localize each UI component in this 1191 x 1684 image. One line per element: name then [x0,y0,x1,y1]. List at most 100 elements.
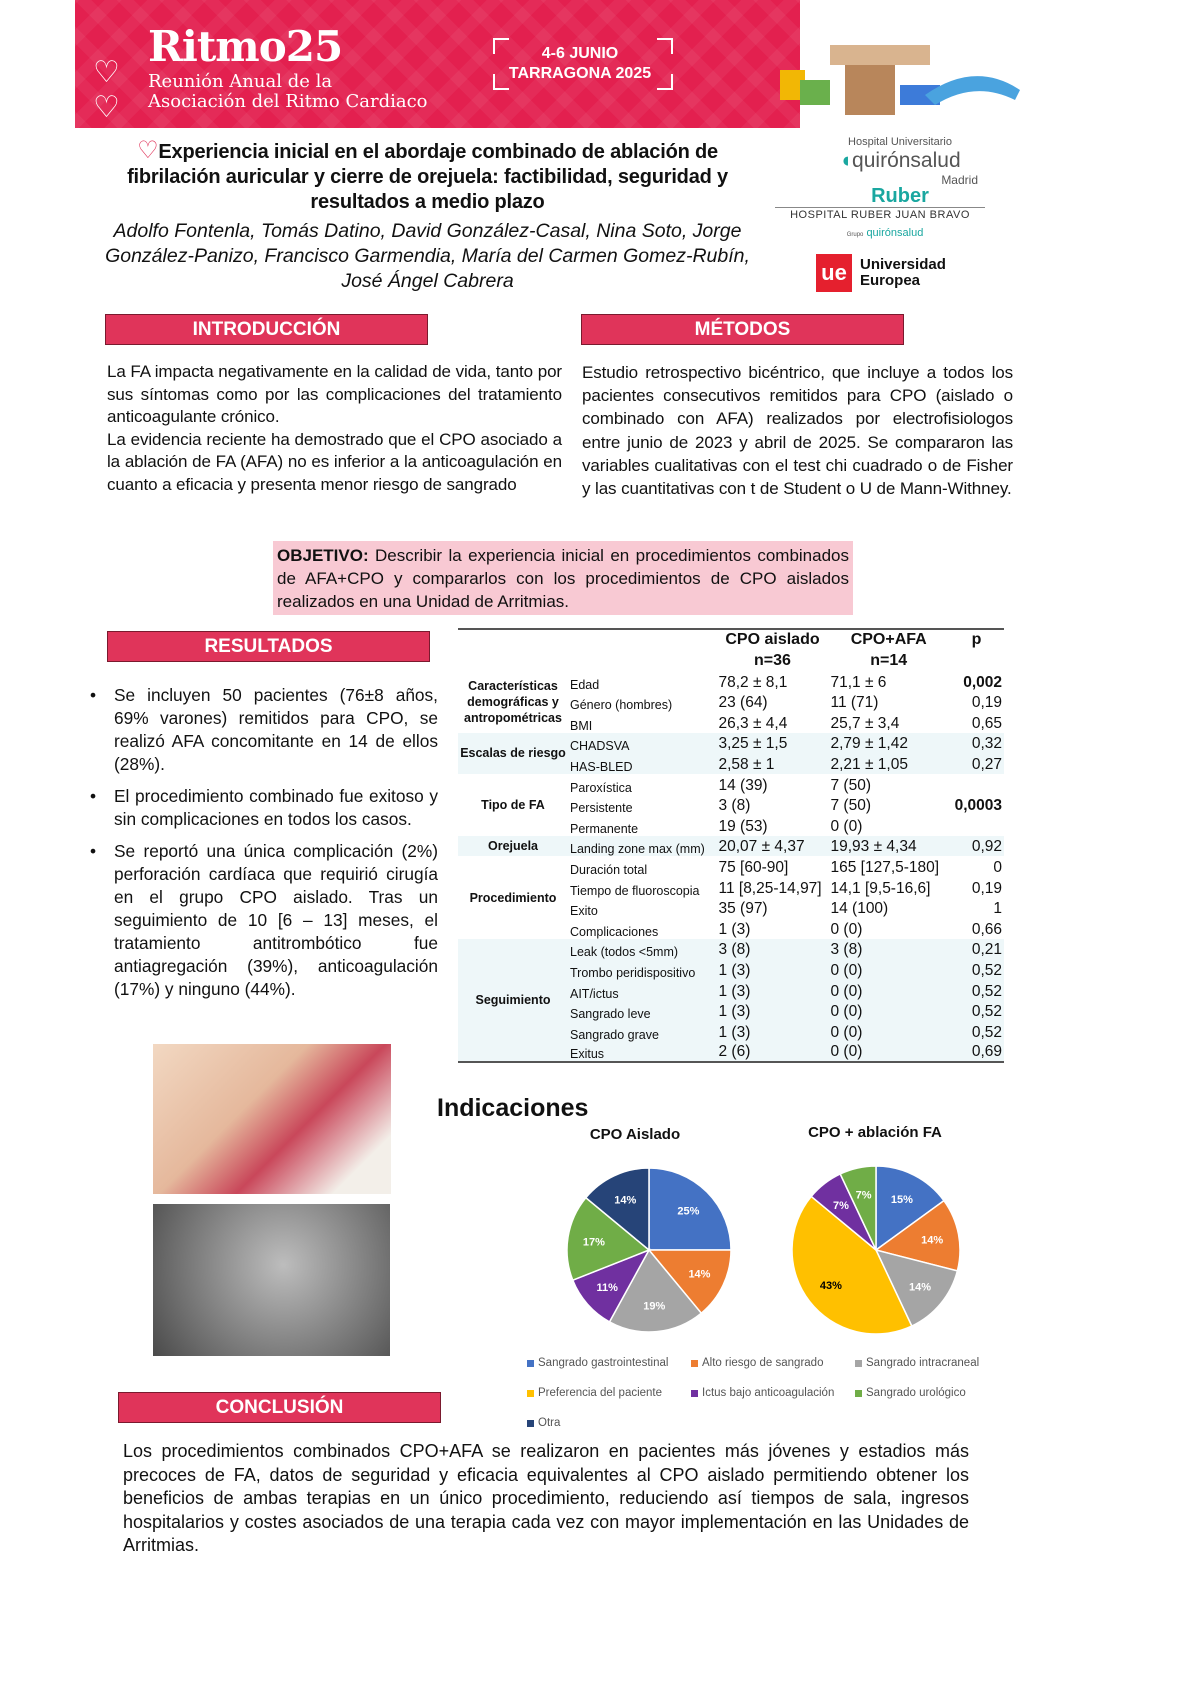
group-label: Tipo de FA [481,797,545,812]
cell-p: 0,002 [963,673,1002,691]
quironsalud-madrid-logo: Hospital Universitario ◖quirónsalud Madr… [839,136,978,207]
row-label: Complicaciones [570,924,659,939]
pie-slice [584,1167,650,1252]
legend-label: Ictus bajo anticoagulación [702,1387,835,1399]
pie-title: CPO Aislado [589,1126,681,1143]
cell-p: 0,65 [971,714,1002,732]
cell-cpo-afa: 0 (0) [828,959,949,980]
tarragona-monuments-logo [780,45,1020,115]
results-table: CPO aislado CPO+AFA p n=36 n=14 Característic… [458,628,1004,1064]
pie-slice [791,1195,913,1335]
row-label: CHADSVA [568,732,717,754]
legend-item: Ictus bajo anticoagulación [691,1386,855,1400]
table-row: Orejuela Landing zone max (mm) 20,07 ± 4,3… [458,835,1004,857]
cell-cpo: 3 (8) [716,938,829,960]
legend-item: Alto riesgo de sangrado [691,1356,855,1370]
cell-cpo: 75 [60-90] [718,858,789,876]
grupo-quironsalud-logo: Grupo quirónsalud [846,227,924,239]
divider [775,207,985,208]
row-label: Exitus [568,1041,717,1063]
section-header-methods: MÉTODOS [581,314,904,345]
cell-cpo: 3,25 ± 1,5 [716,732,829,754]
col-header: CPO aislado [725,631,820,648]
cell-p [949,774,1004,795]
pie-slice [875,1165,946,1252]
chart-legend: Sangrado gastrointestinal Alto riesgo de … [527,1356,1037,1430]
cell-p: 0,66 [971,920,1002,938]
pie-data-label: 14% [614,1195,636,1207]
table-row: BMI 26,3 ± 4,4 25,7 ± 3,4 0,65 [458,712,1004,733]
table-row: Sangrado grave 1 (3) 0 (0) 0,52 [458,1021,1004,1042]
row-label: Género (hombres) [570,698,673,713]
table-row: Permanente 19 (53) 0 (0) [458,815,1004,836]
row-label: Edad [570,677,600,692]
cell-cpo: 1 (3) [718,920,751,938]
cell-cpo: 20,07 ± 4,37 [716,835,829,857]
legend-item: Preferencia del paciente [527,1386,691,1400]
table-row: Exitus 2 (6) 0 (0) 0,69 [458,1041,1004,1063]
legend-label: Alto riesgo de sangrado [702,1357,824,1369]
cell-cpo: 11 [8,25-14,97] [718,879,822,897]
objective-box: OBJETIVO: Describir la experiencia inici… [273,541,853,615]
cell-cpo-afa: 0 (0) [828,1041,949,1063]
conference-subtitle: Reunión Anual de la Asociación del Ritmo … [148,71,428,112]
laa-occluder-illustration [153,1044,391,1194]
cell-cpo: 26,3 ± 4,4 [718,714,788,732]
table-row: Género (hombres) 23 (64) 11 (71) 0,19 [458,692,1004,713]
pie-slice [874,1248,959,1328]
legend-swatch [527,1359,534,1367]
table-row: HAS-BLED 2,58 ± 1 2,21 ± 1,05 0,27 [458,753,1004,774]
group-label: Procedimiento [469,890,557,905]
cell-cpo-afa: 71,1 ± 6 [830,673,887,691]
section-header-results: RESULTADOS [107,631,430,662]
cell-cpo-afa: 2,21 ± 1,05 [828,753,949,774]
legend-label: Otra [538,1417,561,1429]
pie-data-label: 7% [856,1189,872,1201]
group-label: Escalas de riesgo [458,732,568,774]
cell-cpo-afa: 165 [127,5-180] [830,858,940,876]
list-item: Se reportó una única complicación (2%) p… [90,840,438,1001]
row-label: AIT/ictus [568,979,717,1001]
cell-cpo: 23 (64) [718,694,768,712]
table-row: AIT/ictus 1 (3) 0 (0) 0,52 [458,979,1004,1001]
row-label: Persistente [570,801,633,816]
cell-p: 0,32 [948,732,1004,754]
intro-text: La FA impacta negativamente en la calida… [107,362,562,494]
cell-p: 0,52 [948,1021,1004,1042]
cell-cpo-afa: 14 (100) [830,900,889,918]
conference-brand: Ritmo25 [148,22,343,71]
cell-cpo-afa: 14,1 [9,5-16,6] [830,879,931,897]
cell-cpo-afa: 0 (0) [828,1000,949,1022]
conference-dates: 4-6 JUNIO TARRAGONA 2025 [493,38,673,90]
row-label: HAS-BLED [568,753,717,774]
title-block: ♡Experiencia inicial en el abordaje comb… [95,138,760,294]
cell-cpo: 14 (39) [718,776,768,794]
cell-cpo-afa: 2,79 ± 1,42 [828,732,949,754]
legend-item: Otra [527,1416,691,1430]
legend-swatch [527,1419,534,1427]
legend-label: Sangrado urológico [866,1387,966,1399]
row-label: Duración total [570,862,648,877]
cell-cpo: 1 (3) [716,1021,829,1042]
cell-cpo-afa: 25,7 ± 3,4 [830,714,900,732]
legend-swatch [691,1359,698,1367]
cell-p [949,815,1004,836]
heart-icon: ♡ [93,56,120,89]
heart-icon: ♡ [137,137,159,164]
legend-swatch [855,1359,862,1367]
section-header-intro: INTRODUCCIÓN [105,314,428,345]
cell-cpo-afa: 7 (50) [830,776,871,794]
legend-swatch [691,1389,698,1397]
cell-cpo: 1 (3) [716,959,829,980]
cell-cpo-afa: 0 (0) [828,979,949,1001]
row-label: Exito [570,904,598,919]
group-label: Seguimiento [458,938,568,1063]
row-label: Leak (todos <5mm) [568,938,717,960]
table-row: Exito 35 (97) 14 (100) 1 [458,898,1004,919]
universidad-europea-logo-mark: ue [816,254,852,292]
pie-data-label: 14% [688,1269,710,1281]
cell-p: 0,52 [948,979,1004,1001]
table-row: Escalas de riesgo CHADSVA 3,25 ± 1,5 2,79 ±… [458,732,1004,774]
table-row: Complicaciones 1 (3) 0 (0) 0,66 [458,918,1004,939]
pie-data-label: 14% [909,1281,931,1293]
